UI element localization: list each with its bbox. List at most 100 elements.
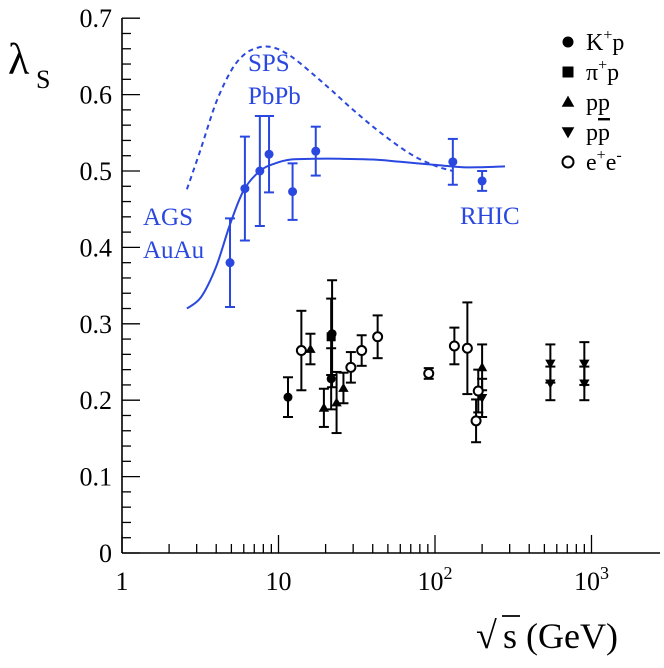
legend-marker-triangle-up [561, 95, 575, 107]
marker-circle-filled [448, 157, 458, 167]
annotation-rhic: RHIC [460, 203, 520, 230]
x-tick-base: 10 [418, 567, 444, 596]
legend-item: K+p [562, 27, 624, 56]
marker-triangle-down [545, 379, 556, 389]
legend-label-base: p [586, 120, 598, 146]
marker-circle-open [423, 367, 435, 379]
plot-area [121, 18, 660, 554]
data-point [372, 314, 384, 360]
marker-circle-open [372, 331, 384, 343]
model-solid-curve [186, 157, 506, 310]
x-tick-exponent: 2 [444, 563, 453, 583]
x-tick-label: 10 [266, 567, 292, 596]
legend-item: pp [561, 120, 610, 146]
model-dashed-curve [185, 45, 454, 190]
marker-circle-open [345, 361, 357, 373]
model-curves [185, 45, 506, 310]
legend-label: π+p [586, 57, 619, 86]
legend-label-sup: + [598, 57, 607, 74]
marker-circle-filled [477, 176, 487, 186]
x-ticks: 1 10 102 103 [116, 535, 609, 596]
y-tick-label: 0.7 [80, 4, 113, 33]
y-tick-label: 0.2 [80, 386, 113, 415]
legend-label: pp [586, 90, 610, 116]
marker-circle-open [356, 345, 368, 357]
data-point [356, 334, 368, 367]
legend-label-rest: p [612, 30, 624, 56]
data-point [305, 332, 316, 366]
legend-marker-triangle-down [561, 127, 575, 139]
data-point [448, 326, 460, 366]
legend-item: e+e- [561, 147, 622, 176]
data-point [295, 309, 307, 392]
marker-circle-filled [283, 392, 293, 402]
y-tick-label: 0.3 [80, 310, 113, 339]
y-axis-label-main: λ [8, 35, 30, 84]
x-tick-label: 1 [116, 567, 129, 596]
marker-circle-open [470, 415, 482, 427]
legend-label-base: K [586, 30, 604, 56]
marker-circle-filled [240, 184, 250, 194]
legend-label: e+e- [586, 147, 622, 176]
data-point [423, 367, 435, 380]
data-point [287, 162, 298, 221]
x-tick-base: 10 [266, 567, 292, 596]
marker-circle-open [295, 345, 307, 357]
legend-item: pp [561, 90, 610, 116]
y-tick-label: 0 [99, 539, 112, 568]
legend-label-base: e [586, 150, 597, 176]
x-tick-label: 102 [418, 563, 453, 596]
legend-label-base: π [586, 60, 598, 86]
data-points [225, 114, 590, 444]
data-point [254, 114, 265, 228]
legend-label-sup: + [597, 147, 606, 164]
annotation-auau: AuAu [143, 237, 205, 264]
annotation-pbpb: PbPb [248, 83, 301, 110]
legend-label-overline: p [598, 120, 610, 146]
data-point [225, 217, 236, 308]
legend-label-sup2: - [616, 147, 621, 164]
data-point [447, 137, 458, 186]
y-axis-label: λ S [8, 35, 50, 94]
data-point [326, 297, 337, 376]
legend-item: π+p [562, 57, 619, 86]
x-axis-label: √ s (GeV) [476, 615, 618, 657]
y-tick-label: 0.1 [80, 463, 113, 492]
marker-triangle-up [338, 382, 349, 392]
marker-circle-filled [288, 187, 298, 197]
marker-triangle-up [305, 343, 316, 353]
y-ticks: 0 0.1 0.2 0.3 0.4 0.5 0.6 0.7 [80, 4, 140, 568]
y-axis-label-sub: S [36, 65, 50, 94]
data-point [338, 371, 349, 405]
marker-triangle-down [545, 359, 556, 369]
annotation-ags: AGS [143, 204, 193, 231]
data-point [310, 125, 321, 177]
marker-circle-filled [225, 258, 235, 268]
marker-triangle-up [331, 397, 342, 407]
x-tick-label: 103 [574, 563, 609, 596]
legend-label: pp [586, 120, 610, 146]
annotation-sps: SPS [248, 50, 290, 77]
data-point [461, 301, 473, 396]
data-point [282, 376, 293, 419]
legend-label: K+p [586, 27, 624, 56]
x-tick-exponent: 3 [600, 563, 609, 583]
marker-circle-open [461, 342, 473, 354]
y-tick-label: 0.5 [80, 157, 113, 186]
marker-circle-open [448, 340, 460, 352]
x-tick-base: 10 [574, 567, 600, 596]
legend-label-sup: + [603, 27, 612, 44]
marker-circle-open [472, 385, 484, 397]
legend-marker-circle-filled [562, 36, 574, 48]
data-point [318, 387, 330, 428]
legend-marker-square-filled [562, 66, 574, 78]
data-point [477, 170, 488, 192]
data-point [264, 114, 275, 194]
marker-circle-filled [311, 146, 321, 156]
data-point [545, 365, 556, 402]
x-axis-label-text: s (GeV) [503, 616, 618, 656]
y-tick-label: 0.4 [80, 233, 113, 262]
data-point [239, 135, 250, 242]
